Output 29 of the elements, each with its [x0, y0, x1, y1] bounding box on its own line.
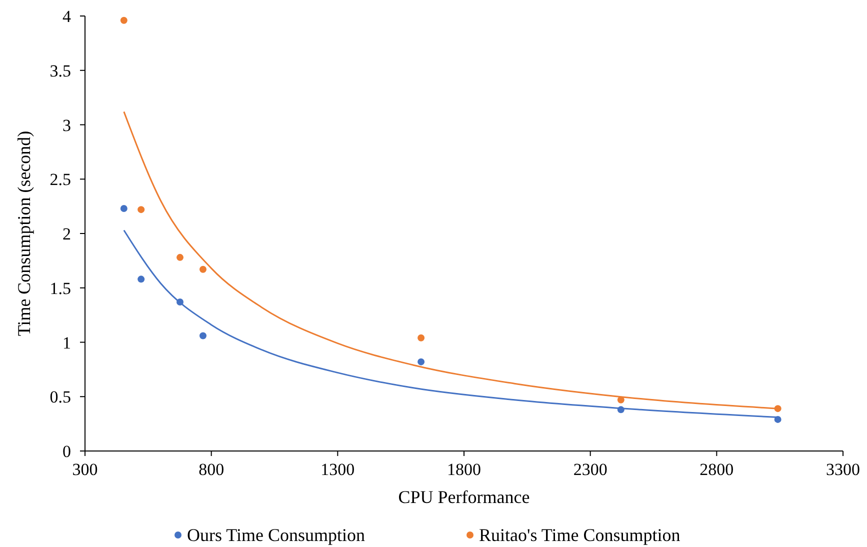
point	[418, 334, 425, 342]
y-tick-label: 1.5	[50, 278, 71, 298]
x-tick-label: 1300	[320, 460, 355, 479]
x-tick-label: 2800	[700, 460, 734, 479]
point	[138, 206, 145, 214]
y-tick-label: 0	[62, 442, 71, 461]
y-tick-label: 0.5	[50, 388, 71, 407]
point	[199, 266, 206, 273]
x-axis-title: CPU Performance	[398, 487, 530, 507]
point	[176, 254, 184, 261]
point	[418, 358, 425, 366]
x-tick-label: 1800	[447, 460, 481, 479]
point	[120, 16, 128, 24]
legend-label: Ours Time Consumption	[187, 525, 366, 545]
point	[120, 204, 128, 212]
x-tick-label: 800	[198, 460, 224, 479]
y-tick-label: 2.5	[50, 170, 71, 190]
y-tick-label: 3.5	[50, 61, 71, 80]
x-tick-label: 2300	[573, 460, 608, 479]
x-tick-label: 3300	[826, 460, 860, 479]
point	[138, 276, 145, 283]
x-tick-label: 300	[72, 460, 98, 479]
y-tick-label: 2	[62, 224, 71, 244]
y-tick-label: 3	[62, 116, 71, 135]
legend-label: Ruitao's Time Consumption	[479, 525, 680, 545]
point	[199, 332, 206, 340]
y-axis-title: Time Consumption (second)	[14, 130, 34, 336]
y-tick-label: 1	[62, 333, 71, 352]
y-tick-label: 4	[62, 7, 72, 26]
